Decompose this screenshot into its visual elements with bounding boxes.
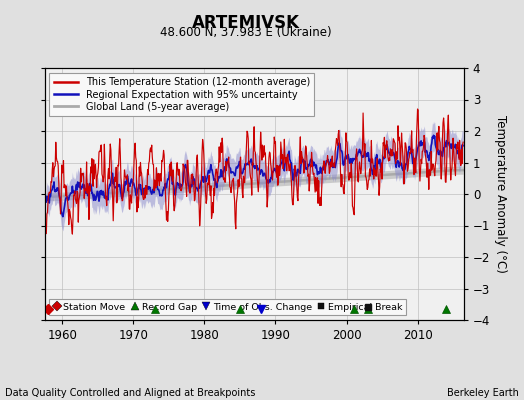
Text: Data Quality Controlled and Aligned at Breakpoints: Data Quality Controlled and Aligned at B… bbox=[5, 388, 256, 398]
Y-axis label: Temperature Anomaly (°C): Temperature Anomaly (°C) bbox=[494, 115, 507, 273]
Legend: Station Move, Record Gap, Time of Obs. Change, Empirical Break: Station Move, Record Gap, Time of Obs. C… bbox=[49, 299, 406, 315]
Text: ARTEMIVSK: ARTEMIVSK bbox=[192, 14, 300, 32]
Text: Berkeley Earth: Berkeley Earth bbox=[447, 388, 519, 398]
Text: 48.600 N, 37.983 E (Ukraine): 48.600 N, 37.983 E (Ukraine) bbox=[160, 26, 332, 39]
